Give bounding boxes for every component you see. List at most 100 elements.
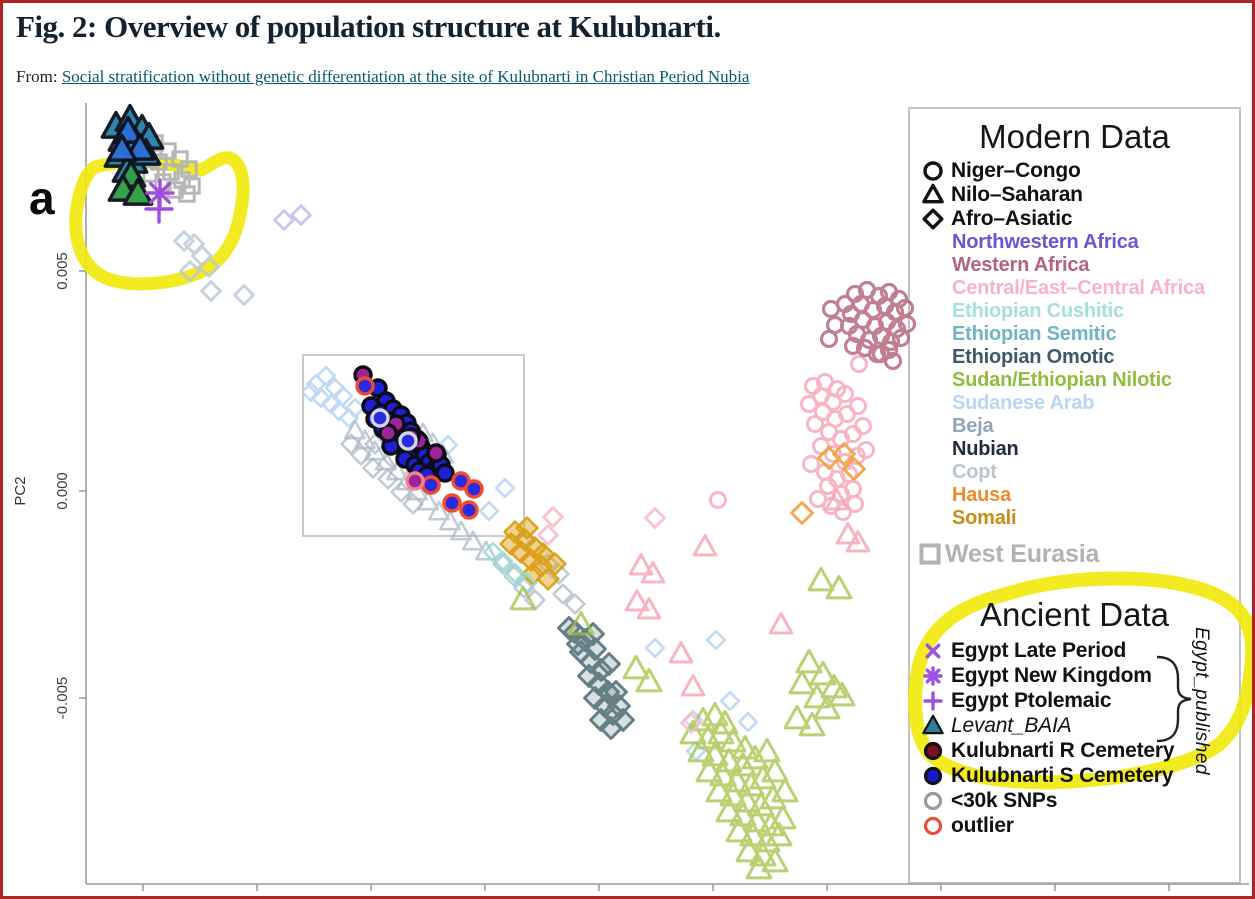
legend-item-hausa: Hausa [908, 484, 1241, 507]
legend-item-afro-asiatic-glyph [920, 207, 946, 231]
legend-item-somali-label: Somali [952, 507, 1017, 529]
legend-item-beja: Beja [908, 415, 1241, 438]
legend-item-kulubnarti-s-cemetery-label: Kulubnarti S Cemetery [951, 763, 1174, 787]
legend-item-kulubnarti-r-cemetery-label: Kulubnarti R Cemetery [951, 738, 1175, 762]
triangle-legend-icon [922, 183, 944, 204]
legend-item-copt: Copt [908, 461, 1241, 484]
legend-item-niger-congo: Niger–Congo [908, 159, 1241, 183]
series-sudanese-arab-diamonds [300, 365, 759, 762]
series-central-east-pink-circles [709, 355, 875, 521]
legend-item-outlier-glyph [920, 814, 946, 838]
legend-item-nilo-saharan-glyph [920, 183, 946, 207]
dot-legend-icon [923, 741, 943, 760]
legend-panel: Modern Data Niger–Congo Nilo–Saharan Afro–… [908, 107, 1241, 884]
legend-item-egypt-late-period-glyph [920, 639, 946, 663]
legend-item-egypt-new-kingdom-glyph [920, 664, 946, 688]
legend-modern-title: Modern Data [979, 118, 1170, 155]
legend-item-central-east-central-africa-label: Central/East–Central Africa [952, 277, 1205, 299]
legend-item-niger-congo-label: Niger–Congo [951, 159, 1081, 182]
legend-item-sudan-ethiopian-nilotic: Sudan/Ethiopian Nilotic [908, 369, 1241, 392]
legend-item-somali: Somali [908, 507, 1241, 530]
series-hausa-orange-diamonds [790, 442, 866, 525]
series-western-africa-rose-circles [819, 280, 917, 371]
ring-legend-icon [923, 791, 943, 810]
legend-item-niger-congo-glyph [920, 159, 946, 183]
from-label: From: [16, 67, 58, 86]
x-legend-icon [925, 643, 941, 658]
series-somali-gold-diamonds [499, 516, 567, 591]
legend-item-afro-asiatic-label: Afro–Asiatic [951, 207, 1073, 230]
series-levant-baia-teal [100, 103, 165, 183]
series-pink-diamonds [537, 506, 702, 734]
plus-legend-icon [923, 690, 943, 711]
legend-item-egypt-ptolemaic-label: Egypt Ptolemaic [951, 688, 1112, 712]
series-low-snp-circles [370, 408, 418, 451]
legend-item-levant-baia-label: Levant_BAIA [951, 713, 1072, 737]
legend-item-ethiopian-cushitic: Ethiopian Cushitic [908, 300, 1241, 323]
circle-legend-icon [923, 161, 943, 181]
diamond-legend-icon [922, 208, 944, 230]
series-egypt-new-kingdom [145, 178, 175, 208]
legend-item--30k-snps: <30k SNPs [908, 788, 1241, 813]
series-beja-diamonds [340, 433, 586, 615]
legend-item-western-africa: Western Africa [908, 254, 1241, 277]
legend-item-sudanese-arab-label: Sudanese Arab [952, 392, 1095, 414]
legend-item-western-africa-label: Western Africa [952, 254, 1090, 276]
figure-header: Fig. 2: Overview of population structure… [16, 9, 1116, 87]
square-legend-icon [919, 543, 941, 565]
legend-item-west-eurasia-glyph [916, 542, 942, 566]
legend-item-ethiopian-cushitic-label: Ethiopian Cushitic [952, 300, 1124, 322]
legend-item-levant-baia-glyph [920, 714, 946, 738]
series-kulubnarti-r-cemetery [353, 365, 446, 463]
series-west-eurasia-squares [137, 134, 201, 203]
ring-legend-icon [923, 816, 943, 835]
legend-item-kulubnarti-r-cemetery-glyph [920, 739, 946, 763]
egypt-published-label: Egypt_published [1191, 627, 1212, 775]
series-ethiopian-cushitic-diamonds [482, 541, 538, 594]
source-article-link[interactable]: Social stratification without genetic di… [61, 67, 750, 86]
legend-item-ethiopian-omotic-label: Ethiopian Omotic [952, 346, 1115, 368]
legend-item-copt-label: Copt [952, 461, 997, 483]
legend-item-ethiopian-omotic: Ethiopian Omotic [908, 346, 1241, 369]
asterisk-legend-icon [923, 665, 943, 686]
legend-item-nubian-label: Nubian [952, 438, 1019, 460]
y-axis-label: PC2 [12, 476, 29, 505]
series-beja-triangles [344, 419, 497, 561]
series-northwestern-africa-diamonds [273, 204, 312, 231]
legend-item-west-eurasia-label: West Eurasia [945, 539, 1100, 568]
legend-item-egypt-late-period-label: Egypt Late Period [951, 638, 1127, 662]
legend-item-ethiopian-semitic: Ethiopian Semitic [908, 323, 1241, 346]
dot-legend-icon [923, 766, 943, 785]
legend-item-nilo-saharan-label: Nilo–Saharan [951, 183, 1083, 206]
triangle-filled-legend-icon [922, 714, 944, 734]
legend-item-outlier: outlier [908, 813, 1241, 838]
series-levant-baia-green [107, 159, 154, 206]
series-ethiopian-omotic-diamonds [557, 616, 635, 740]
zoom-inset-box [302, 354, 525, 537]
legend-item-nilo-saharan: Nilo–Saharan [908, 183, 1241, 207]
y-tick-label: -0.005 [54, 677, 71, 720]
panel-label-a: a [29, 172, 55, 224]
legend-item-sudanese-arab: Sudanese Arab [908, 392, 1241, 415]
series-egypt-ptolemaic [144, 194, 174, 224]
legend-item-beja-label: Beja [952, 415, 994, 437]
legend-item-afro-asiatic: Afro–Asiatic [908, 207, 1241, 231]
y-tick-label: 0.000 [54, 472, 71, 510]
series-outlier-r-circle [405, 471, 425, 491]
y-tick-label: 0.005 [54, 252, 71, 290]
figure-title: Fig. 2: Overview of population structure… [16, 9, 721, 44]
legend-item-outlier-label: outlier [951, 813, 1014, 837]
legend-item-sudan-ethiopian-nilotic-label: Sudan/Ethiopian Nilotic [952, 369, 1172, 391]
figure-source-line: From: Social stratification without gene… [16, 67, 1116, 87]
legend-item--30k-snps-label: <30k SNPs [951, 788, 1058, 812]
legend-item--30k-snps-glyph [920, 789, 946, 813]
legend-item-kulubnarti-s-cemetery-glyph [920, 764, 946, 788]
legend-item-northwestern-africa: Northwestern Africa [908, 231, 1241, 254]
series-pink-triangles [624, 488, 871, 697]
series-kulubnarti-s-cemetery [361, 378, 455, 495]
legend-item-central-east-central-africa: Central/East–Central Africa [908, 277, 1241, 300]
legend-item-west-eurasia: West Eurasia [908, 540, 1241, 568]
legend-item-northwestern-africa-label: Northwestern Africa [952, 231, 1139, 253]
series-levant-baia-blue [106, 115, 156, 162]
